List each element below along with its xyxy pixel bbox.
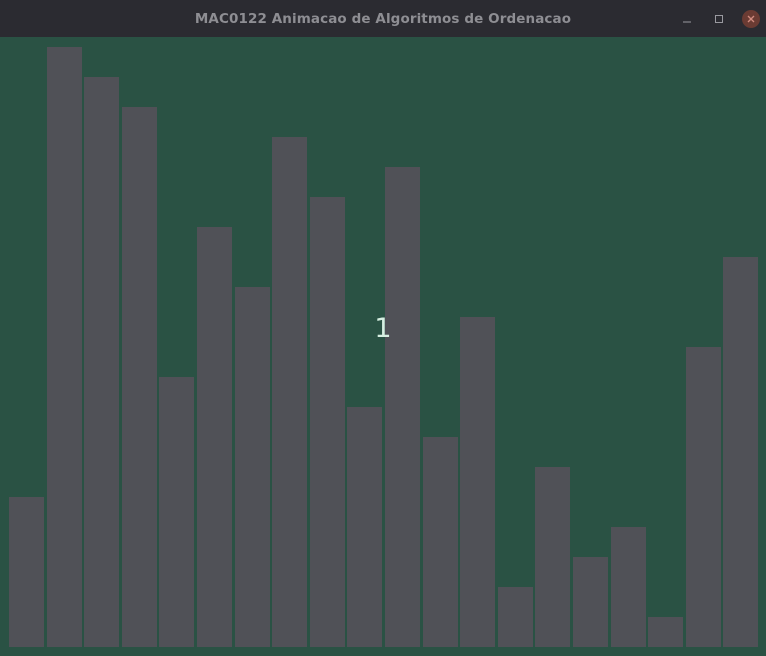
minimize-icon [683,21,691,22]
bar-12 [423,437,458,647]
bar-9 [310,197,345,647]
bar-14 [498,587,533,647]
bar-17 [611,527,646,647]
bars-container [0,37,766,656]
bar-11 [385,167,420,647]
bar-19 [686,347,721,647]
bar-4 [122,107,157,647]
sort-animation-canvas: 1 [0,37,766,656]
bar-5 [159,377,194,647]
close-button[interactable] [742,9,760,28]
bar-13 [460,317,495,647]
bar-2 [47,47,82,647]
bar-1 [9,497,44,647]
bar-8 [272,137,307,647]
maximize-button[interactable] [710,10,728,28]
window-controls [664,0,760,37]
maximize-icon [715,14,723,23]
bar-3 [84,77,119,647]
bar-6 [197,227,232,647]
bar-18 [648,617,683,647]
bar-16 [573,557,608,647]
window-title: MAC0122 Animacao de Algoritmos de Ordena… [194,10,572,27]
close-icon [747,15,755,22]
bar-7 [235,287,270,647]
title-bar[interactable]: MAC0122 Animacao de Algoritmos de Ordena… [0,0,766,37]
minimize-button[interactable] [678,10,696,28]
bar-20 [723,257,758,647]
bar-15 [535,467,570,647]
bar-10 [347,407,382,647]
